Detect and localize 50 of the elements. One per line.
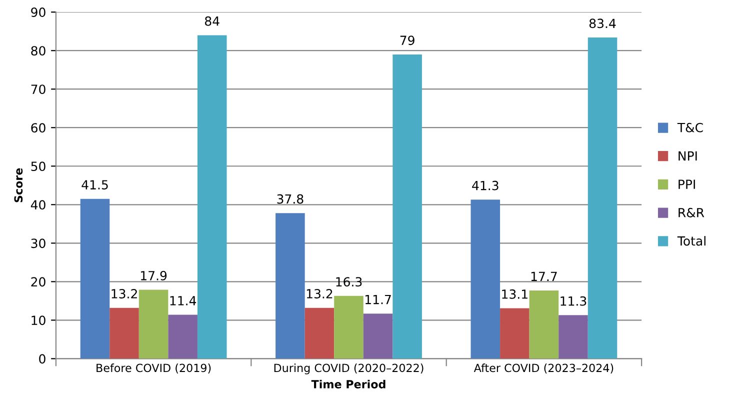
data-label: 13.2	[306, 289, 332, 298]
y-tick-label: 10	[32, 316, 46, 326]
y-tick-label: 40	[30, 200, 46, 210]
data-label: 11.7	[365, 294, 391, 304]
bar	[470, 200, 500, 359]
bar	[138, 290, 168, 359]
bar	[334, 296, 364, 359]
y-tick-label: 70	[31, 84, 46, 94]
bar	[529, 290, 559, 359]
bar	[304, 308, 334, 359]
legend-label: R&R	[678, 208, 704, 218]
data-label: 13.2	[112, 289, 137, 298]
legend-label: NPI	[678, 151, 697, 160]
bar	[392, 54, 422, 359]
data-label: 13.1	[502, 289, 528, 299]
data-label: 17.9	[141, 270, 167, 280]
x-axis-title: Time Period	[311, 380, 386, 388]
bar	[558, 315, 588, 359]
y-tick-label: 80	[31, 46, 46, 56]
data-label: 11.4	[170, 296, 196, 306]
bar	[197, 35, 227, 359]
data-label: 83.4	[589, 18, 616, 28]
legend-label: PPI	[678, 180, 695, 189]
data-label: 37.8	[277, 194, 304, 204]
x-tick-label: Before COVID (2019)	[96, 364, 211, 374]
data-label: 79	[400, 36, 414, 46]
data-label: 41.5	[82, 180, 108, 190]
data-label: 41.3	[472, 180, 498, 190]
x-tick-label: During COVID (2020–2022)	[274, 364, 424, 374]
y-tick-label: 60	[31, 123, 46, 133]
bar	[588, 38, 618, 359]
bar	[363, 314, 393, 359]
bar	[110, 308, 139, 359]
x-tick-label: After COVID (2023–2024)	[474, 364, 614, 374]
y-tick-label: 50	[31, 162, 46, 172]
data-label: 11.3	[560, 296, 586, 306]
y-tick-label: 0	[39, 354, 46, 364]
y-tick-label: 90	[31, 8, 46, 18]
legend-label: Total	[677, 236, 706, 246]
y-axis-title: Score	[14, 168, 23, 202]
y-tick-label: 20	[31, 277, 46, 287]
bar	[276, 213, 305, 359]
y-tick-label: 30	[31, 238, 46, 248]
legend-label: T&C	[677, 122, 703, 132]
bar	[80, 198, 110, 359]
data-label: 17.7	[531, 272, 557, 281]
data-label: 16.3	[336, 277, 362, 287]
bar	[168, 314, 198, 359]
bar	[500, 308, 530, 359]
data-label: 84	[205, 16, 220, 26]
